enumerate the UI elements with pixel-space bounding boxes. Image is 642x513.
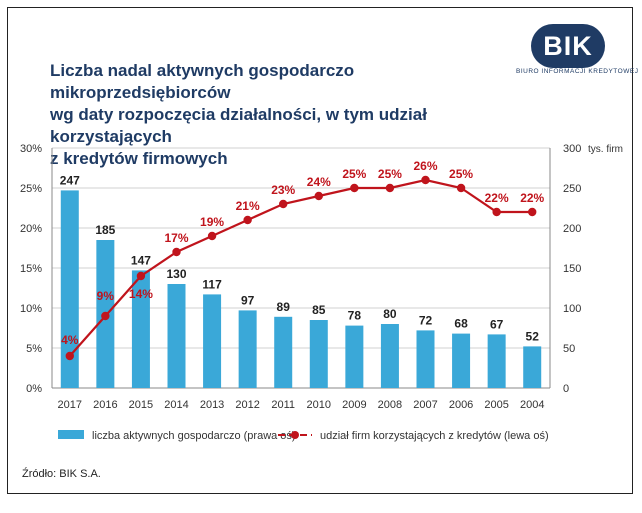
line-data-label: 24% [307, 175, 331, 189]
line-data-label: 17% [164, 231, 188, 245]
x-tick-label: 2008 [378, 399, 402, 411]
bar [131, 270, 150, 388]
line-point [421, 175, 430, 185]
y-right-tick-label: 150 [563, 263, 581, 275]
legend-line-label: udział firm korzystających z kredytów (l… [320, 430, 549, 442]
bar [167, 284, 186, 388]
x-tick-label: 2010 [307, 399, 331, 411]
y-right-tick-label: 250 [563, 183, 581, 195]
line-series [68, 178, 533, 357]
x-tick-label: 2004 [520, 399, 544, 411]
bar-data-label: 89 [277, 300, 291, 314]
line-data-label: 25% [342, 167, 366, 181]
chart-title: Liczba nadal aktywnych gospodarczo mikro… [50, 60, 520, 170]
x-tick-label: 2016 [93, 399, 117, 411]
bar [238, 310, 257, 388]
bar-data-label: 52 [526, 329, 540, 343]
bar-data-label: 85 [312, 303, 326, 317]
line-point [492, 207, 501, 217]
bar-data-label: 147 [131, 253, 151, 267]
x-tick-label: 2007 [413, 399, 437, 411]
bar [274, 316, 293, 388]
bar [452, 333, 471, 388]
line-point [385, 183, 395, 193]
x-tick-label: 2009 [342, 399, 366, 411]
line-data-label: 22% [520, 191, 544, 205]
bar-data-label: 185 [95, 223, 115, 237]
line-point [243, 215, 252, 225]
line-data-label: 25% [449, 167, 473, 181]
bar-data-label: 80 [383, 307, 397, 321]
line-data-label: 21% [236, 199, 260, 213]
bar [416, 330, 435, 388]
chart-frame [7, 7, 633, 494]
x-tick-label: 2017 [58, 399, 82, 411]
y-left-tick-label: 20% [20, 223, 42, 235]
line-point [528, 207, 537, 217]
bik-logo-subtitle: BIURO INFORMACJI KREDYTOWEJ [516, 68, 639, 75]
bar [523, 346, 542, 388]
y-left-tick-label: 30% [20, 143, 42, 155]
y-right-unit: tys. firm [588, 144, 623, 155]
line-point [65, 351, 74, 361]
x-tick-label: 2014 [164, 399, 188, 411]
bar-data-label: 68 [454, 317, 468, 331]
bar-data-label: 67 [490, 317, 504, 331]
y-right-tick-label: 200 [563, 223, 581, 235]
x-tick-label: 2006 [449, 399, 473, 411]
bar-data-label: 72 [419, 313, 433, 327]
bar [487, 334, 506, 388]
title-line-2: wg daty rozpoczęcia działalności, w tym … [50, 105, 427, 146]
legend-bar-label: liczba aktywnych gospodarczo (prawa oś) [92, 430, 296, 442]
line-point [101, 311, 110, 321]
line-point [207, 231, 217, 241]
y-right-tick-label: 50 [563, 343, 575, 355]
legend-line-marker [291, 431, 299, 439]
line-data-label: 25% [378, 167, 402, 181]
line-data-label: 4% [61, 333, 79, 347]
y-left-tick-label: 15% [20, 263, 42, 275]
bar-data-label: 97 [241, 293, 255, 307]
x-tick-label: 2011 [271, 399, 295, 411]
x-tick-label: 2005 [484, 399, 508, 411]
y-right-tick-label: 300 [563, 143, 581, 155]
y-right-tick-label: 0 [563, 383, 569, 395]
line-data-label: 19% [200, 215, 224, 229]
bar [380, 324, 399, 388]
title-line-3: z kredytów firmowych [50, 149, 228, 168]
y-left-tick-label: 5% [26, 343, 42, 355]
bar-data-label: 130 [166, 267, 186, 281]
bar [60, 190, 79, 388]
title-line-1: Liczba nadal aktywnych gospodarczo mikro… [50, 61, 355, 102]
bar [203, 294, 222, 388]
bar [309, 320, 328, 388]
bar-data-label: 247 [60, 173, 80, 187]
x-tick-label: 2013 [200, 399, 224, 411]
bar [345, 325, 364, 388]
line-data-label: 23% [271, 183, 295, 197]
legend-bar-swatch [58, 430, 84, 439]
bik-logo: BIK [531, 24, 605, 68]
line-point [314, 191, 323, 201]
line-data-label: 9% [97, 289, 115, 303]
line-point [350, 183, 359, 193]
x-tick-label: 2012 [235, 399, 259, 411]
line-point [136, 271, 146, 281]
line-point [172, 247, 181, 257]
bar-data-label: 117 [202, 277, 222, 291]
y-right-tick-label: 100 [563, 303, 581, 315]
bar-data-label: 78 [348, 309, 362, 323]
line-data-label: 22% [485, 191, 509, 205]
y-left-tick-label: 0% [26, 383, 42, 395]
line-point [279, 199, 288, 209]
x-tick-label: 2015 [129, 399, 153, 411]
line-point [456, 183, 466, 193]
line-data-label: 26% [413, 159, 437, 173]
y-left-tick-label: 10% [20, 303, 42, 315]
y-left-tick-label: 25% [20, 183, 42, 195]
source-note: Źródło: BIK S.A. [22, 468, 101, 480]
line-data-label: 14% [129, 287, 153, 301]
